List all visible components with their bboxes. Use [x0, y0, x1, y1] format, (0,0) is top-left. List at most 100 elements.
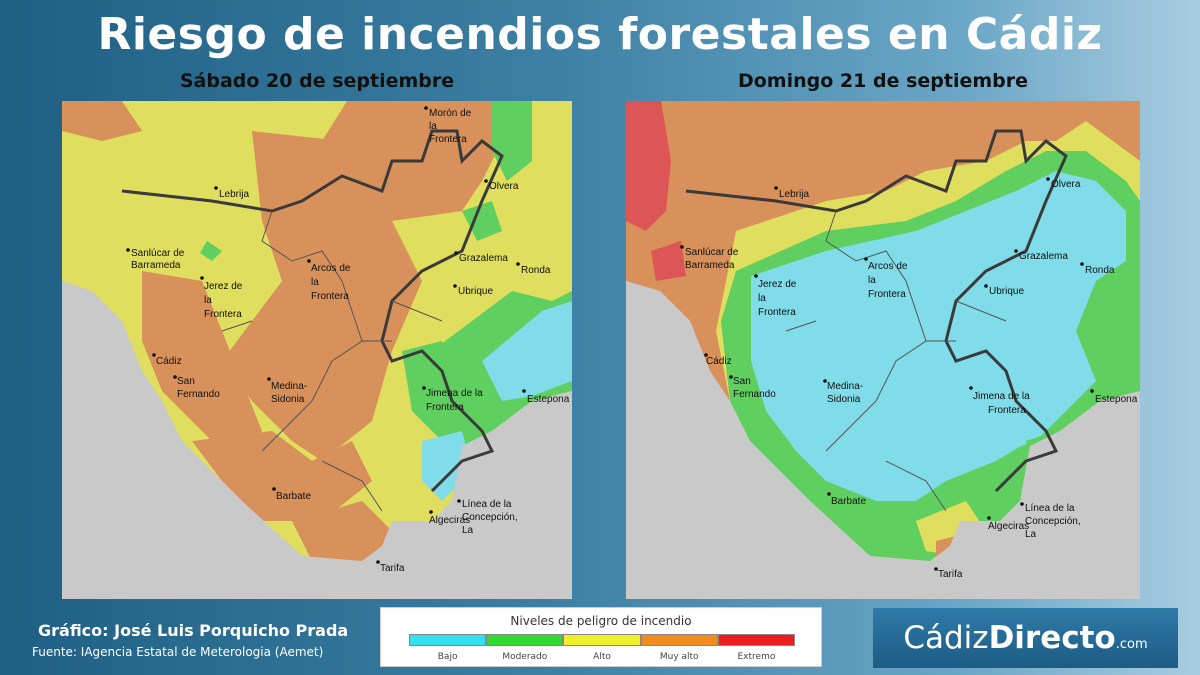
- marker-linea: [457, 499, 461, 503]
- zone-muy-alto-south: [192, 431, 372, 521]
- marker-ubrique: [984, 284, 988, 288]
- credit-author: Gráfico: José Luis Porquicho Prada: [38, 621, 349, 640]
- label-arcos-1: Arcos de: [868, 261, 908, 272]
- marker-tarifa: [376, 560, 380, 564]
- label-olvera: Olvera: [1051, 179, 1081, 190]
- label-moron-3: Frontera: [429, 134, 467, 145]
- zone-muy-alto-west: [142, 271, 262, 461]
- label-barbate: Barbate: [831, 496, 866, 507]
- marker-olvera: [1046, 177, 1050, 181]
- credit-source: Fuente: IAgencia Estatal de Meterologia …: [32, 645, 324, 659]
- marker-barbate: [272, 487, 276, 491]
- marker-lebrija: [774, 186, 778, 190]
- marker-medina: [823, 379, 827, 383]
- label-sanfernando-2: Fernando: [733, 389, 776, 400]
- marker-sanfernando: [729, 375, 733, 379]
- zone-moderado-north: [492, 101, 532, 181]
- label-sanfernando-1: San: [177, 376, 195, 387]
- label-jimena-2: Frontera: [426, 402, 464, 413]
- zone-muy-alto-center: [222, 131, 422, 461]
- label-arcos-3: Frontera: [868, 289, 906, 300]
- label-jimena-1: Jimena de la: [973, 391, 1030, 402]
- label-moron-1: Morón de: [429, 108, 472, 119]
- label-tarifa: Tarifa: [938, 569, 963, 580]
- marker-barbate: [827, 492, 831, 496]
- logo-part-com: .com: [1115, 637, 1148, 652]
- marker-linea: [1020, 502, 1024, 506]
- map-sunday-svg: Lebrija Olvera Sanlúcar de Barrameda Gra…: [626, 101, 1140, 599]
- map-date-saturday: Sábado 20 de septiembre: [179, 70, 455, 92]
- sea-strait: [626, 281, 1140, 599]
- label-jerez-1: Jerez de: [758, 279, 797, 290]
- marker-grazalema: [454, 251, 458, 255]
- marker-jerez: [754, 274, 758, 278]
- logo-text: CádizDirecto.com: [873, 608, 1178, 675]
- legend: Niveles de peligro de incendio Bajo Mode…: [380, 607, 822, 667]
- label-jerez-2: la: [204, 295, 212, 306]
- label-linea-2: Concepción,: [462, 512, 518, 523]
- zone-moderado-blob: [200, 241, 222, 261]
- marker-ronda: [1080, 262, 1084, 266]
- label-algeciras: Algeciras: [988, 521, 1029, 532]
- cadizdirecto-logo: CádizDirecto.com: [873, 608, 1178, 668]
- label-estepona: Estepona: [1095, 394, 1138, 405]
- label-linea-1: Línea de la: [462, 499, 512, 510]
- map-saturday: Morón de la Frontera Lebrija Olvera Sanl…: [62, 101, 572, 599]
- marker-cadiz: [152, 353, 156, 357]
- label-jimena-2: Frontera: [988, 405, 1026, 416]
- legend-label-bajo: Bajo: [437, 652, 458, 662]
- marker-algeciras: [429, 510, 433, 514]
- marker-moron: [424, 106, 428, 110]
- zone-bajo-east: [482, 301, 572, 401]
- marker-algeciras: [987, 516, 991, 520]
- label-lebrija: Lebrija: [779, 189, 809, 200]
- map-saturday-svg: Morón de la Frontera Lebrija Olvera Sanl…: [62, 101, 572, 599]
- map-date-sunday: Domingo 21 de septiembre: [737, 70, 1029, 92]
- label-tarifa: Tarifa: [380, 563, 405, 574]
- label-arcos-1: Arcos de: [311, 263, 351, 274]
- logo-part-directo: Directo: [988, 620, 1116, 656]
- label-algeciras: Algeciras: [429, 515, 470, 526]
- place-markers: Lebrija Olvera Sanlúcar de Barrameda Gra…: [680, 177, 1138, 580]
- label-medina-2: Sidonia: [271, 394, 305, 405]
- marker-sanfernando: [173, 375, 177, 379]
- label-jerez-2: la: [758, 293, 766, 304]
- marker-arcos: [864, 257, 868, 261]
- marker-jimena: [969, 386, 973, 390]
- legend-label-moderado: Moderado: [502, 652, 548, 662]
- marker-grazalema: [1014, 249, 1018, 253]
- label-barbate: Barbate: [276, 491, 311, 502]
- label-linea-3: La: [1025, 529, 1037, 540]
- border-province: [685, 129, 1068, 493]
- marker-estepona: [1090, 389, 1094, 393]
- label-jerez-1: Jerez de: [204, 281, 243, 292]
- label-cadiz: Cádiz: [706, 356, 732, 367]
- zone-extremo-west: [626, 101, 671, 231]
- label-lebrija: Lebrija: [219, 189, 249, 200]
- label-moron-2: la: [429, 121, 437, 132]
- label-medina-2: Sidonia: [827, 394, 861, 405]
- legend-scale: [409, 634, 796, 646]
- zone-moderado-jimena: [402, 341, 462, 446]
- zone-muy-alto-north: [62, 101, 142, 141]
- label-grazalema: Grazalema: [1019, 251, 1068, 262]
- legend-swatch-moderado: [486, 634, 564, 646]
- logo-part-cadiz: Cádiz: [903, 620, 989, 656]
- place-markers: Morón de la Frontera Lebrija Olvera Sanl…: [126, 106, 570, 574]
- label-sanfernando-2: Fernando: [177, 389, 220, 400]
- label-sanlucar-1: Sanlúcar de: [685, 247, 739, 258]
- label-olvera: Olvera: [489, 181, 519, 192]
- marker-sanlucar: [126, 248, 130, 252]
- marker-lebrija: [214, 186, 218, 190]
- legend-title: Niveles de peligro de incendio: [510, 614, 692, 628]
- label-sanfernando-1: San: [733, 376, 751, 387]
- label-arcos-2: la: [868, 275, 876, 286]
- marker-jerez: [200, 276, 204, 280]
- label-cadiz: Cádiz: [156, 356, 182, 367]
- label-jerez-3: Frontera: [204, 309, 242, 320]
- label-sanlucar-2: Barrameda: [131, 260, 181, 271]
- label-jerez-3: Frontera: [758, 307, 796, 318]
- marker-sanlucar: [680, 245, 684, 249]
- label-ronda: Ronda: [521, 265, 551, 276]
- label-sanlucar-1: Sanlúcar de: [131, 248, 185, 259]
